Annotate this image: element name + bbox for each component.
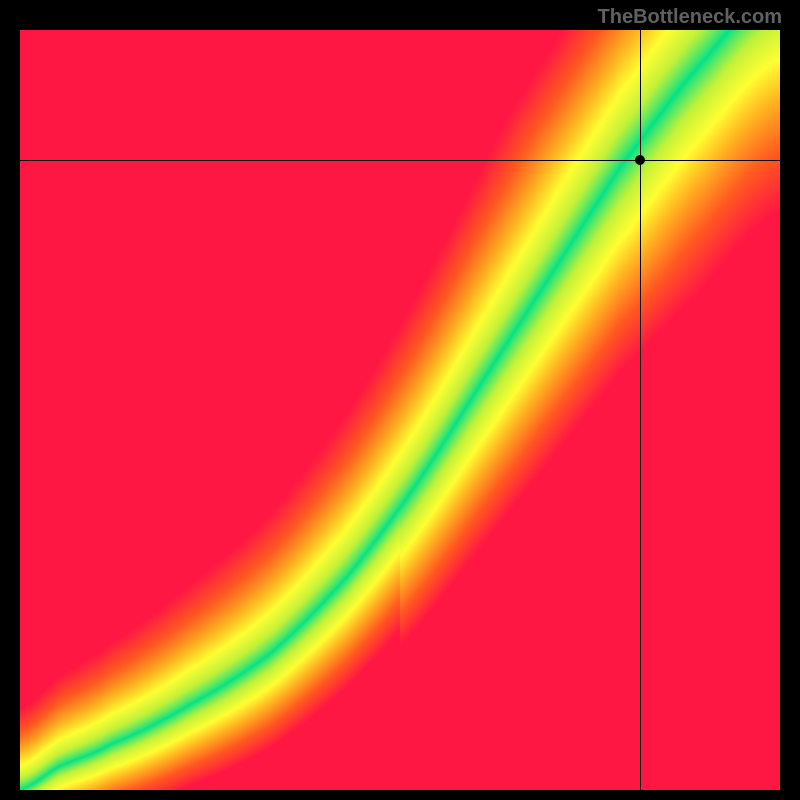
chart-container [20, 30, 780, 790]
heatmap-canvas [20, 30, 780, 790]
watermark-text: TheBottleneck.com [598, 6, 782, 29]
